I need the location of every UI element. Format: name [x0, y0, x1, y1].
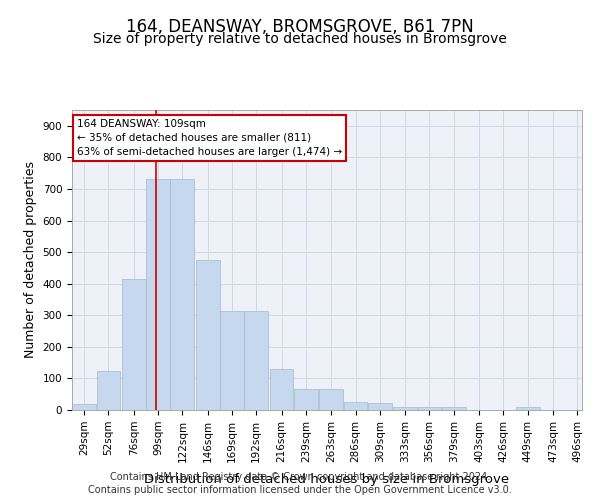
Bar: [97, 372, 121, 410]
Bar: [220, 310, 244, 410]
X-axis label: Distribution of detached houses by size in Bromsgrove: Distribution of detached houses by size …: [145, 473, 509, 486]
Bar: [418, 408, 442, 410]
Text: Size of property relative to detached houses in Bromsgrove: Size of property relative to detached ho…: [93, 32, 507, 46]
Text: Contains public sector information licensed under the Open Government Licence v3: Contains public sector information licen…: [88, 485, 512, 495]
Bar: [442, 408, 466, 410]
Bar: [146, 180, 170, 410]
Bar: [516, 408, 539, 410]
Text: 164 DEANSWAY: 109sqm
← 35% of detached houses are smaller (811)
63% of semi-deta: 164 DEANSWAY: 109sqm ← 35% of detached h…: [77, 119, 342, 157]
Bar: [319, 388, 343, 410]
Y-axis label: Number of detached properties: Number of detached properties: [24, 162, 37, 358]
Bar: [72, 404, 96, 410]
Bar: [196, 260, 220, 410]
Bar: [344, 402, 367, 410]
Bar: [270, 369, 293, 410]
Bar: [244, 310, 268, 410]
Bar: [368, 403, 392, 410]
Bar: [122, 279, 146, 410]
Bar: [170, 180, 194, 410]
Text: Contains HM Land Registry data © Crown copyright and database right 2024.: Contains HM Land Registry data © Crown c…: [110, 472, 490, 482]
Text: 164, DEANSWAY, BROMSGROVE, B61 7PN: 164, DEANSWAY, BROMSGROVE, B61 7PN: [126, 18, 474, 36]
Bar: [294, 388, 318, 410]
Bar: [393, 407, 417, 410]
